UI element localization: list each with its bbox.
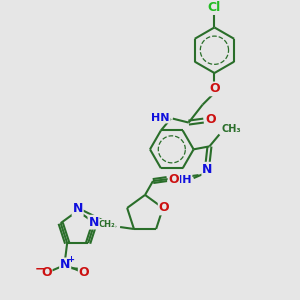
Text: −: −: [35, 262, 46, 275]
Text: O: O: [209, 82, 220, 95]
Text: O: O: [159, 201, 169, 214]
Text: CH₃: CH₃: [221, 124, 241, 134]
Text: O: O: [79, 266, 89, 279]
Text: O: O: [41, 266, 52, 279]
Text: HN: HN: [151, 112, 170, 123]
Text: N: N: [88, 216, 99, 229]
Text: CH₂: CH₂: [98, 220, 115, 229]
Text: O: O: [169, 172, 179, 186]
Text: N: N: [73, 202, 83, 215]
Text: O: O: [205, 113, 216, 126]
Text: Cl: Cl: [208, 1, 221, 14]
Text: +: +: [67, 255, 73, 264]
Text: NH: NH: [173, 175, 192, 185]
Text: N: N: [202, 163, 213, 176]
Text: N: N: [60, 258, 70, 272]
